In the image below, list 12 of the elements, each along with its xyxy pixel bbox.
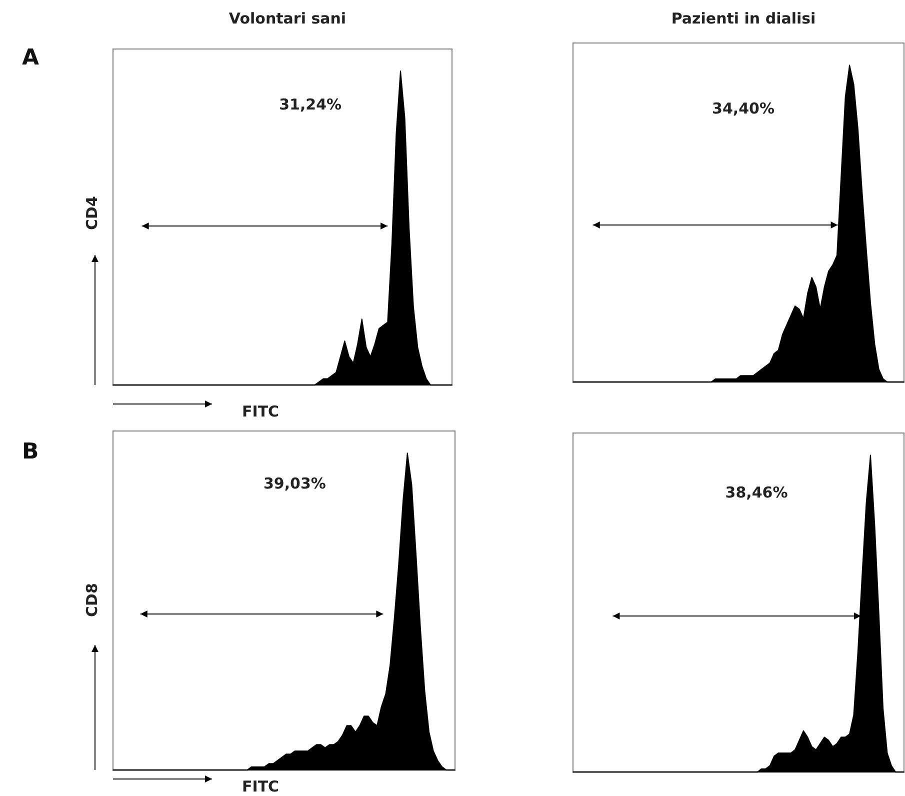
annotation: 34,40%	[712, 100, 774, 118]
text: B	[22, 440, 39, 464]
annotation: 31,24%	[279, 96, 342, 114]
annotation: 39,03%	[263, 474, 326, 492]
y-axis-title: CD4	[83, 196, 101, 230]
text: A	[22, 46, 40, 70]
x-axis-title: FITC	[242, 402, 280, 420]
chart-title: Pazienti in dialisi	[671, 10, 816, 28]
chart-title: Volontari sani	[228, 10, 346, 28]
annotation: 38,46%	[725, 484, 788, 502]
y-axis-title: CD8	[83, 583, 101, 617]
x-axis-title: FITC	[242, 778, 280, 796]
